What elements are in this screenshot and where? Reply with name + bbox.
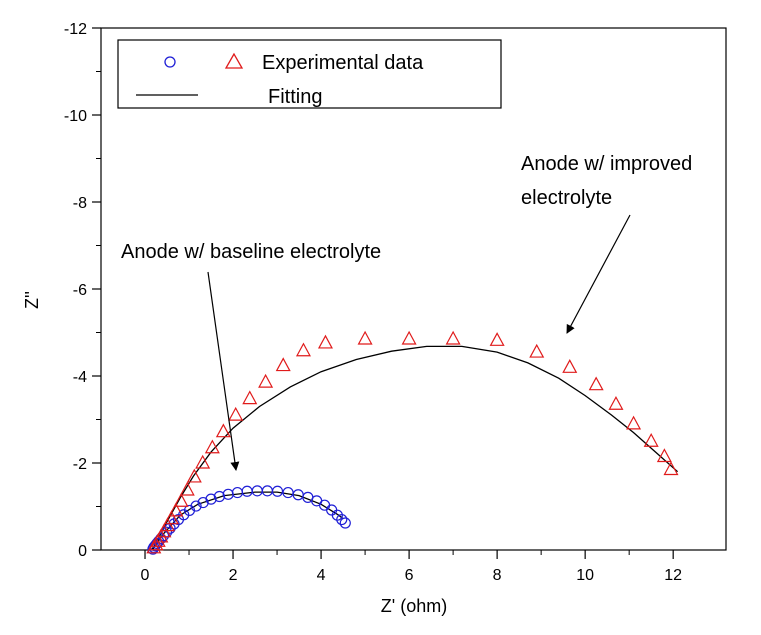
improved-data-point — [173, 493, 189, 507]
y-tick-label: -10 — [64, 108, 87, 125]
baseline-data-point — [190, 500, 202, 512]
y-axis-label: Z'' — [22, 291, 42, 309]
improved-data-point — [163, 510, 179, 525]
improved-data-point — [228, 406, 244, 421]
fitting-line-3 — [151, 491, 344, 551]
annotation-baseline-arrow — [207, 271, 240, 471]
improved-data-point — [357, 330, 373, 345]
baseline-data-point — [231, 486, 244, 499]
y-tick-label: -8 — [73, 195, 87, 212]
baseline-data-point — [318, 499, 331, 511]
x-axis-label: Z' (ohm) — [381, 596, 447, 616]
y-tick-label: 0 — [78, 543, 87, 560]
x-tick-label: 2 — [229, 567, 238, 584]
improved-data-point — [656, 448, 672, 463]
improved-data-point — [626, 415, 642, 430]
legend: Experimental data Fitting — [117, 39, 502, 109]
x-tick-label: 8 — [493, 567, 502, 584]
y-tick-label: -2 — [73, 456, 87, 473]
improved-data-point — [608, 396, 624, 410]
improved-data-point — [663, 461, 679, 476]
baseline-data-point — [251, 485, 263, 497]
y-tick-label: -12 — [64, 21, 87, 38]
improved-data-point — [445, 330, 461, 345]
y-axis: 0 -2 -4 -6 -8 -10 -12 — [64, 21, 101, 560]
data-markers — [146, 330, 679, 555]
annotation-improved-text-line1: Anode w/ improved — [521, 153, 692, 175]
legend-box — [117, 39, 502, 109]
improved-data-point — [317, 334, 333, 349]
legend-triangle-marker — [224, 52, 244, 69]
x-tick-label: 0 — [141, 567, 150, 584]
y-tick-label: -4 — [73, 369, 87, 386]
x-tick-label: 12 — [664, 567, 682, 584]
y-tick-label: -6 — [73, 282, 87, 299]
improved-data-point — [489, 332, 505, 346]
improved-data-point — [159, 517, 175, 532]
baseline-data-point — [282, 486, 294, 499]
improved-data-point — [186, 468, 202, 483]
annotation-improved-text-line2: electrolyte — [521, 187, 612, 209]
fitting-curves — [151, 345, 679, 551]
baseline-data-point — [326, 504, 338, 516]
fitting-line-2 — [151, 345, 679, 551]
improved-data-point — [295, 342, 311, 357]
baseline-data-point — [213, 490, 225, 503]
improved-data-point — [258, 373, 274, 388]
legend-label-fitting: Fitting — [268, 86, 322, 108]
improved-data-point — [168, 502, 184, 517]
baseline-data-point — [271, 485, 284, 497]
improved-data-point — [215, 423, 231, 438]
improved-data-point — [195, 454, 211, 469]
improved-data-point — [275, 357, 291, 372]
x-tick-label: 4 — [317, 567, 326, 584]
improved-data-point — [588, 376, 604, 391]
improved-data-point — [204, 439, 220, 454]
improved-data-point — [179, 481, 195, 496]
annotation-baseline-text: Anode w/ baseline electrolyte — [121, 241, 381, 263]
legend-label-experimental: Experimental data — [262, 52, 424, 74]
improved-data-point — [242, 390, 258, 405]
legend-circle-marker — [164, 56, 176, 68]
x-tick-label: 6 — [405, 567, 414, 584]
baseline-data-point — [241, 485, 253, 497]
annotation-improved-arrow — [566, 214, 631, 334]
baseline-data-point — [205, 493, 217, 505]
improved-data-point — [562, 359, 578, 373]
improved-data-point — [643, 432, 659, 447]
annotation-improved: Anode w/ improved electrolyte — [521, 153, 692, 334]
improved-data-point — [401, 330, 417, 345]
baseline-data-point — [336, 513, 348, 526]
x-axis: 0 2 4 6 8 10 12 — [141, 550, 682, 584]
baseline-data-point — [261, 485, 273, 497]
improved-data-point — [529, 343, 545, 358]
baseline-data-point — [339, 517, 351, 529]
annotation-baseline: Anode w/ baseline electrolyte — [121, 241, 381, 471]
x-tick-label: 10 — [576, 567, 594, 584]
